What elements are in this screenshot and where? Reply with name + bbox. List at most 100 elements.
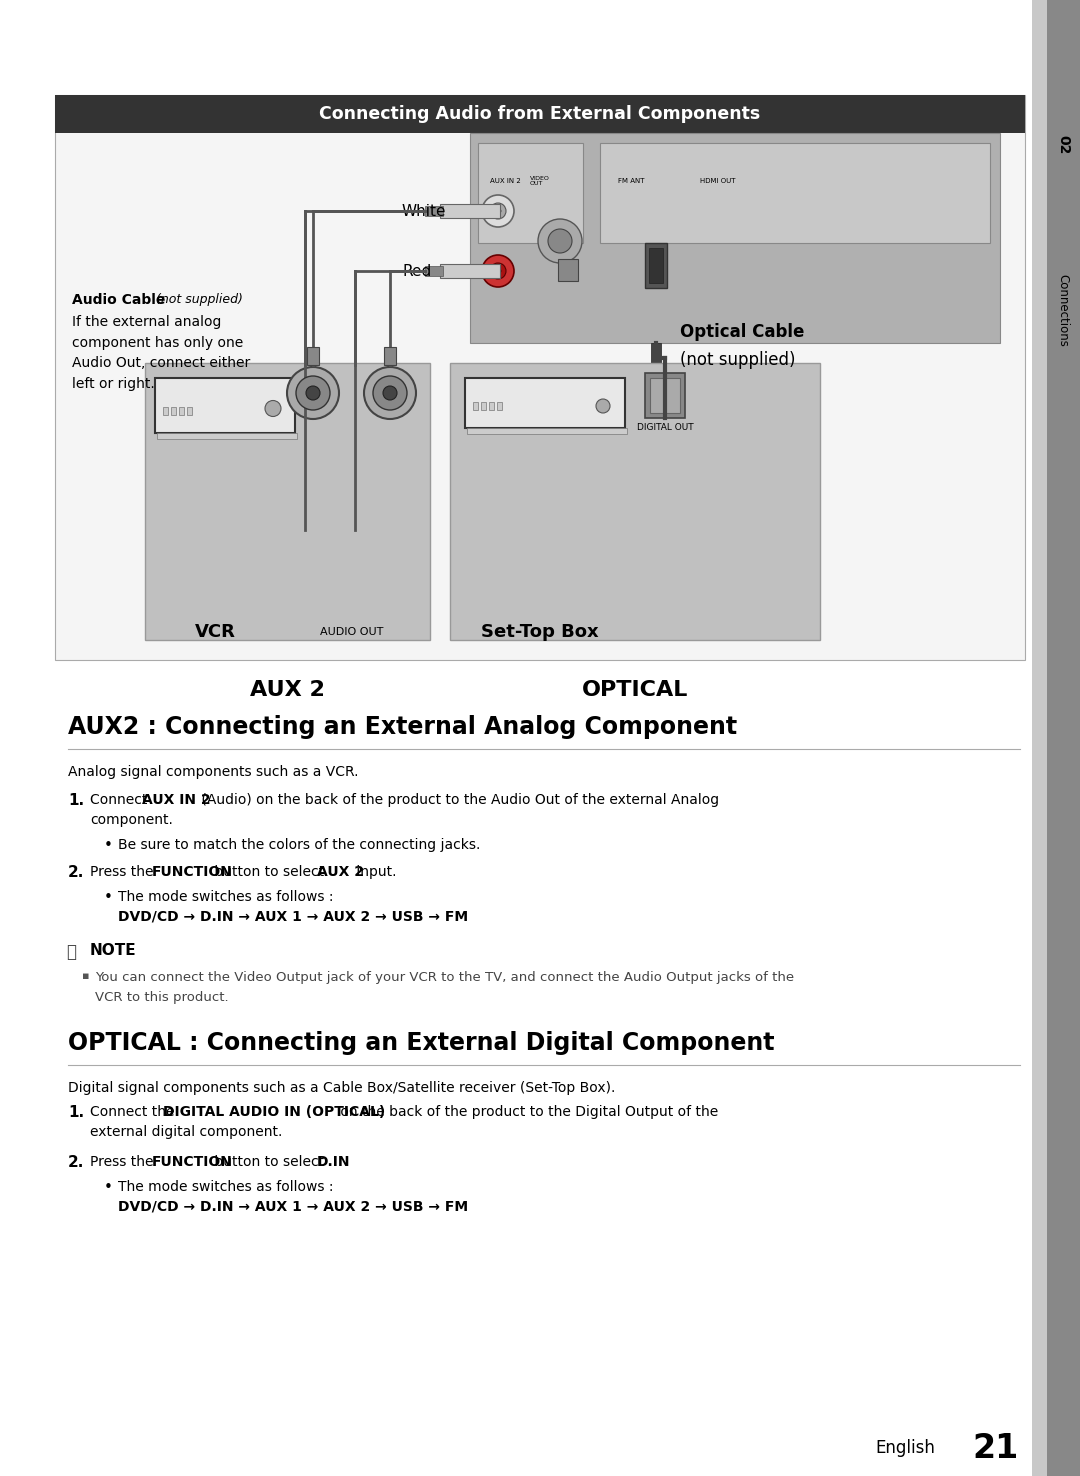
- Bar: [473, 401, 478, 410]
- Bar: [652, 521, 660, 525]
- Text: AUX2 : Connecting an External Analog Component: AUX2 : Connecting an External Analog Com…: [68, 714, 738, 739]
- Circle shape: [490, 263, 507, 279]
- Circle shape: [296, 376, 330, 410]
- Circle shape: [495, 269, 501, 275]
- Bar: [558, 258, 578, 280]
- Text: 🏷: 🏷: [66, 943, 76, 961]
- Text: 02: 02: [1056, 136, 1070, 155]
- Text: .: .: [345, 1156, 349, 1169]
- Text: 1.: 1.: [68, 1106, 84, 1120]
- Bar: [55, 94, 1025, 660]
- Bar: [649, 489, 663, 500]
- Text: AUX IN 2: AUX IN 2: [141, 793, 211, 807]
- Bar: [450, 363, 820, 641]
- Bar: [55, 94, 1025, 133]
- Bar: [649, 248, 663, 283]
- Text: (not supplied): (not supplied): [680, 351, 796, 369]
- Text: OPTICAL: OPTICAL: [582, 680, 688, 700]
- Bar: [652, 409, 660, 413]
- Text: component.: component.: [90, 813, 173, 827]
- Bar: [649, 404, 663, 418]
- Text: button to select: button to select: [210, 865, 328, 880]
- Text: ▪: ▪: [82, 971, 90, 982]
- Text: Connect the: Connect the: [90, 1106, 179, 1119]
- Text: If the external analog
component has only one
Audio Out, connect either
left or : If the external analog component has onl…: [72, 314, 251, 391]
- Bar: [649, 517, 663, 528]
- Circle shape: [287, 368, 339, 419]
- Bar: [179, 407, 184, 415]
- Text: Optical Cable: Optical Cable: [680, 323, 805, 341]
- Text: VCR: VCR: [194, 623, 235, 641]
- Text: R: R: [400, 376, 408, 387]
- Text: You can connect the Video Output jack of your VCR to the TV, and connect the Aud: You can connect the Video Output jack of…: [95, 971, 794, 984]
- Bar: [156, 378, 295, 432]
- Text: Press the: Press the: [90, 865, 158, 880]
- Circle shape: [383, 387, 397, 400]
- Bar: [600, 143, 990, 244]
- Bar: [157, 432, 297, 438]
- Text: 1.: 1.: [68, 793, 84, 807]
- Text: Connections: Connections: [1056, 273, 1069, 347]
- Circle shape: [596, 399, 610, 413]
- Text: (not supplied): (not supplied): [152, 294, 243, 306]
- Text: button to select: button to select: [210, 1156, 328, 1169]
- Text: FUNCTION: FUNCTION: [152, 865, 233, 880]
- Text: Connecting Audio from External Components: Connecting Audio from External Component…: [320, 105, 760, 123]
- Bar: [171, 407, 176, 415]
- Circle shape: [265, 400, 281, 416]
- Text: DVD/CD → D.IN → AUX 1 → AUX 2 → USB → FM: DVD/CD → D.IN → AUX 1 → AUX 2 → USB → FM: [118, 1200, 468, 1213]
- Text: 21: 21: [972, 1432, 1018, 1464]
- Text: VCR to this product.: VCR to this product.: [95, 990, 229, 1004]
- Text: The mode switches as follows :: The mode switches as follows :: [118, 890, 334, 903]
- Text: •: •: [104, 890, 113, 905]
- Text: L: L: [296, 376, 302, 387]
- Bar: [652, 549, 660, 554]
- Text: OPTICAL : Connecting an External Digital Component: OPTICAL : Connecting an External Digital…: [68, 1032, 774, 1055]
- Circle shape: [364, 368, 416, 419]
- Text: 2.: 2.: [68, 865, 84, 880]
- Text: DIGITAL OUT: DIGITAL OUT: [637, 424, 693, 432]
- Bar: [649, 432, 663, 444]
- Bar: [649, 461, 663, 472]
- Text: Analog signal components such as a VCR.: Analog signal components such as a VCR.: [68, 765, 359, 779]
- Circle shape: [490, 204, 507, 218]
- Text: DVD/CD → D.IN → AUX 1 → AUX 2 → USB → FM: DVD/CD → D.IN → AUX 1 → AUX 2 → USB → FM: [118, 911, 468, 924]
- Circle shape: [538, 218, 582, 263]
- Text: The mode switches as follows :: The mode switches as follows :: [118, 1179, 334, 1194]
- Text: D.IN: D.IN: [318, 1156, 351, 1169]
- Circle shape: [306, 387, 320, 400]
- Bar: [478, 143, 583, 244]
- Circle shape: [495, 208, 501, 214]
- Text: 2.: 2.: [68, 1156, 84, 1170]
- Bar: [1047, 0, 1080, 1476]
- Bar: [187, 407, 192, 415]
- Bar: [481, 401, 486, 410]
- Bar: [651, 342, 661, 583]
- Bar: [650, 378, 680, 413]
- Bar: [470, 133, 1000, 342]
- Bar: [652, 493, 660, 497]
- Bar: [645, 373, 685, 418]
- Text: DIGITAL AUDIO IN (OPTICAL): DIGITAL AUDIO IN (OPTICAL): [163, 1106, 386, 1119]
- Bar: [307, 347, 319, 365]
- Text: VIDEO
OUT: VIDEO OUT: [530, 176, 550, 186]
- Text: FUNCTION: FUNCTION: [152, 1156, 233, 1169]
- Bar: [426, 207, 443, 215]
- Bar: [467, 428, 627, 434]
- Bar: [440, 264, 500, 277]
- Text: •: •: [104, 838, 113, 853]
- Bar: [649, 545, 663, 556]
- Bar: [465, 378, 625, 428]
- Text: AUDIO OUT: AUDIO OUT: [320, 627, 383, 638]
- Text: Audio Cable: Audio Cable: [72, 294, 165, 307]
- Text: Be sure to match the colors of the connecting jacks.: Be sure to match the colors of the conne…: [118, 838, 481, 852]
- Text: on the back of the product to the Digital Output of the: on the back of the product to the Digita…: [336, 1106, 718, 1119]
- Circle shape: [482, 255, 514, 286]
- Circle shape: [548, 229, 572, 252]
- Bar: [145, 363, 430, 641]
- Bar: [440, 204, 500, 218]
- Bar: [645, 244, 667, 288]
- Bar: [163, 407, 168, 415]
- Text: English: English: [875, 1439, 935, 1457]
- Text: external digital component.: external digital component.: [90, 1125, 282, 1139]
